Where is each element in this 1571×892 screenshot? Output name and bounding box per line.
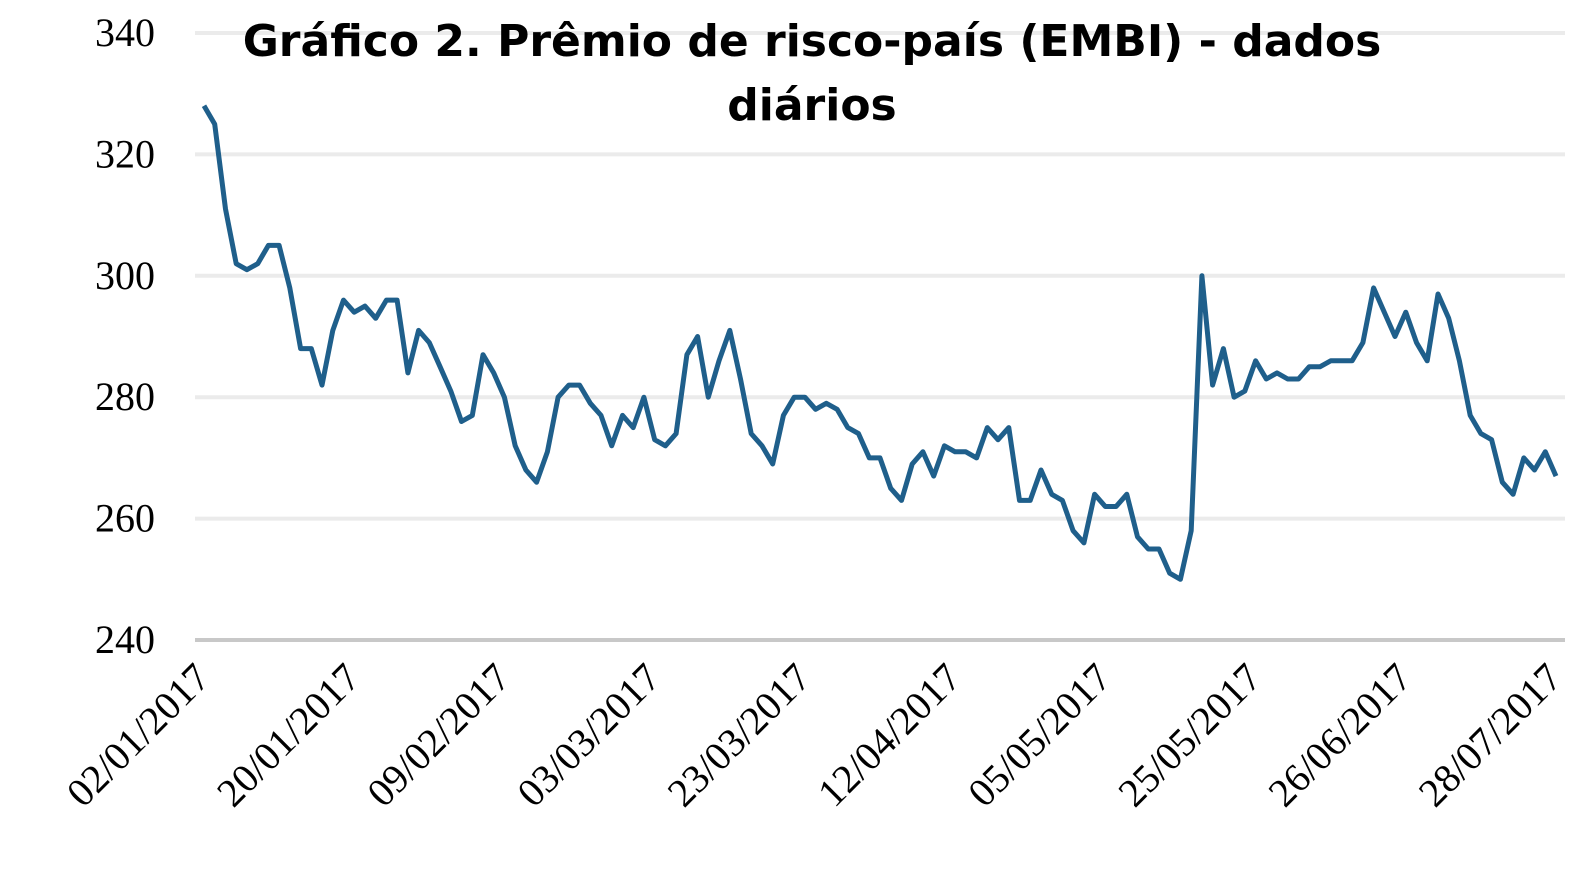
chart-title: Gráfico 2. Prêmio de risco-país (EMBI) -…	[242, 16, 1382, 131]
x-tick-label: 20/01/2017	[208, 655, 369, 816]
x-tick-label: 25/05/2017	[1109, 655, 1270, 816]
y-tick-label: 340	[95, 10, 155, 55]
y-tick-label: 280	[95, 374, 155, 419]
x-tick-label: 02/01/2017	[58, 655, 219, 816]
data-line	[201, 104, 1559, 582]
y-tick-label: 300	[95, 253, 155, 298]
x-tick-label: 03/03/2017	[508, 655, 669, 816]
y-tick-label: 320	[95, 131, 155, 176]
y-tick-label: 260	[95, 496, 155, 541]
x-tick-label: 23/03/2017	[659, 655, 820, 816]
x-tick-label: 26/06/2017	[1259, 655, 1420, 816]
x-tick-label: 09/02/2017	[358, 655, 519, 816]
x-tick-label: 12/04/2017	[809, 655, 970, 816]
y-tick-label: 240	[95, 617, 155, 662]
x-tick-label: 05/05/2017	[959, 655, 1120, 816]
x-tick-label: 28/07/2017	[1410, 655, 1571, 816]
